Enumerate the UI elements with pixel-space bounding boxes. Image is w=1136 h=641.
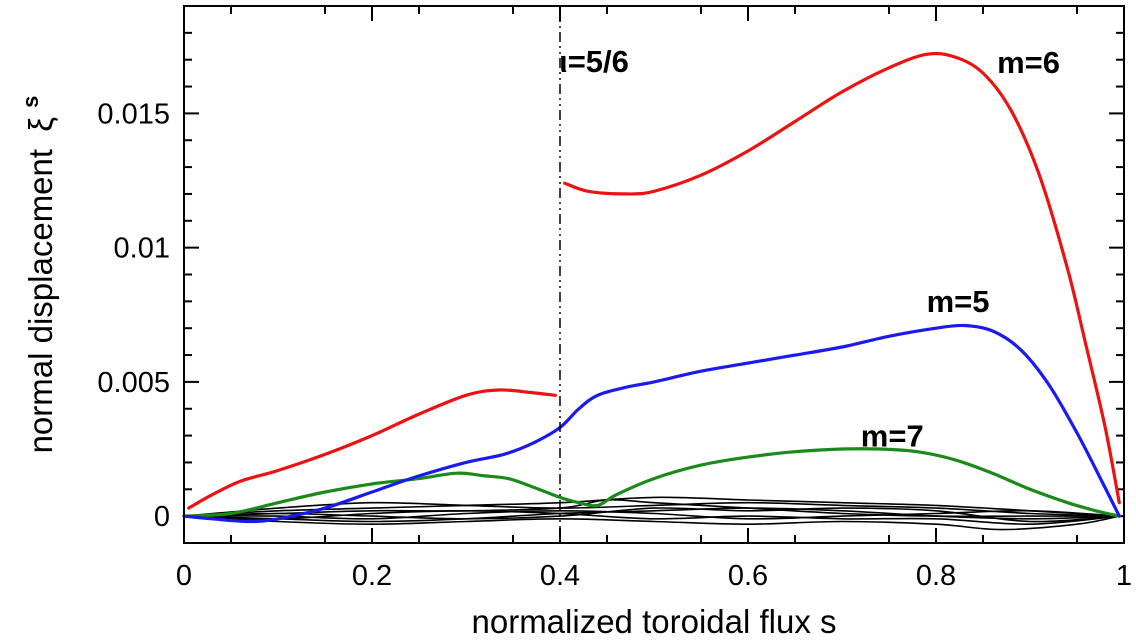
- background-mode-line: [183, 496, 1121, 517]
- x-tick-label: 0: [176, 560, 192, 592]
- series-annotation: m=5: [927, 284, 990, 319]
- background-mode-line: [183, 515, 1121, 531]
- y-axis-label-symbol: ξ: [22, 117, 59, 132]
- y-axis-label-superscript: s: [18, 96, 43, 108]
- y-tick-label: 0.01: [114, 233, 170, 265]
- plot-frame: [183, 5, 1125, 544]
- x-axis-label: normalized toroidal flux s: [472, 603, 837, 640]
- resonance-label: ι=5/6: [559, 44, 629, 79]
- plot-lines: [182, 51, 1121, 531]
- y-axis-label: normal displacement ξ s: [18, 96, 59, 454]
- x-tick-label: 0.6: [728, 560, 768, 592]
- svg-text:normal displacement ξ: normal displacement ξ s: [18, 96, 59, 454]
- background-mode-line: [183, 507, 1121, 523]
- x-tick-label: 0.8: [916, 560, 956, 592]
- series-annotation: m=6: [997, 45, 1060, 80]
- x-tick-label: 0.2: [352, 560, 392, 592]
- y-tick-label: 0: [154, 501, 170, 533]
- tick-labels: 0 0.2 0.4 0.6 0.8 1 0 0.005 0.01 0.015: [97, 98, 1132, 592]
- series-annotations: m=6 m=5 m=7: [861, 45, 1060, 453]
- background-mode-line: [183, 509, 1121, 520]
- y-tick-label: 0.015: [97, 98, 170, 130]
- series-line-m7: [182, 447, 1121, 518]
- background-mode-line: [183, 510, 1121, 526]
- y-axis-label-text: normal displacement: [22, 149, 59, 453]
- series-annotation: m=7: [861, 418, 924, 453]
- x-tick-label: 0.4: [540, 560, 580, 592]
- y-tick-label: 0.005: [97, 367, 170, 399]
- series-line-m6: [563, 51, 1121, 505]
- axis-ticks: [183, 6, 1125, 544]
- series-line-m6: [187, 388, 557, 510]
- series-line-m5: [182, 323, 1121, 524]
- x-tick-label: 1: [1116, 560, 1132, 592]
